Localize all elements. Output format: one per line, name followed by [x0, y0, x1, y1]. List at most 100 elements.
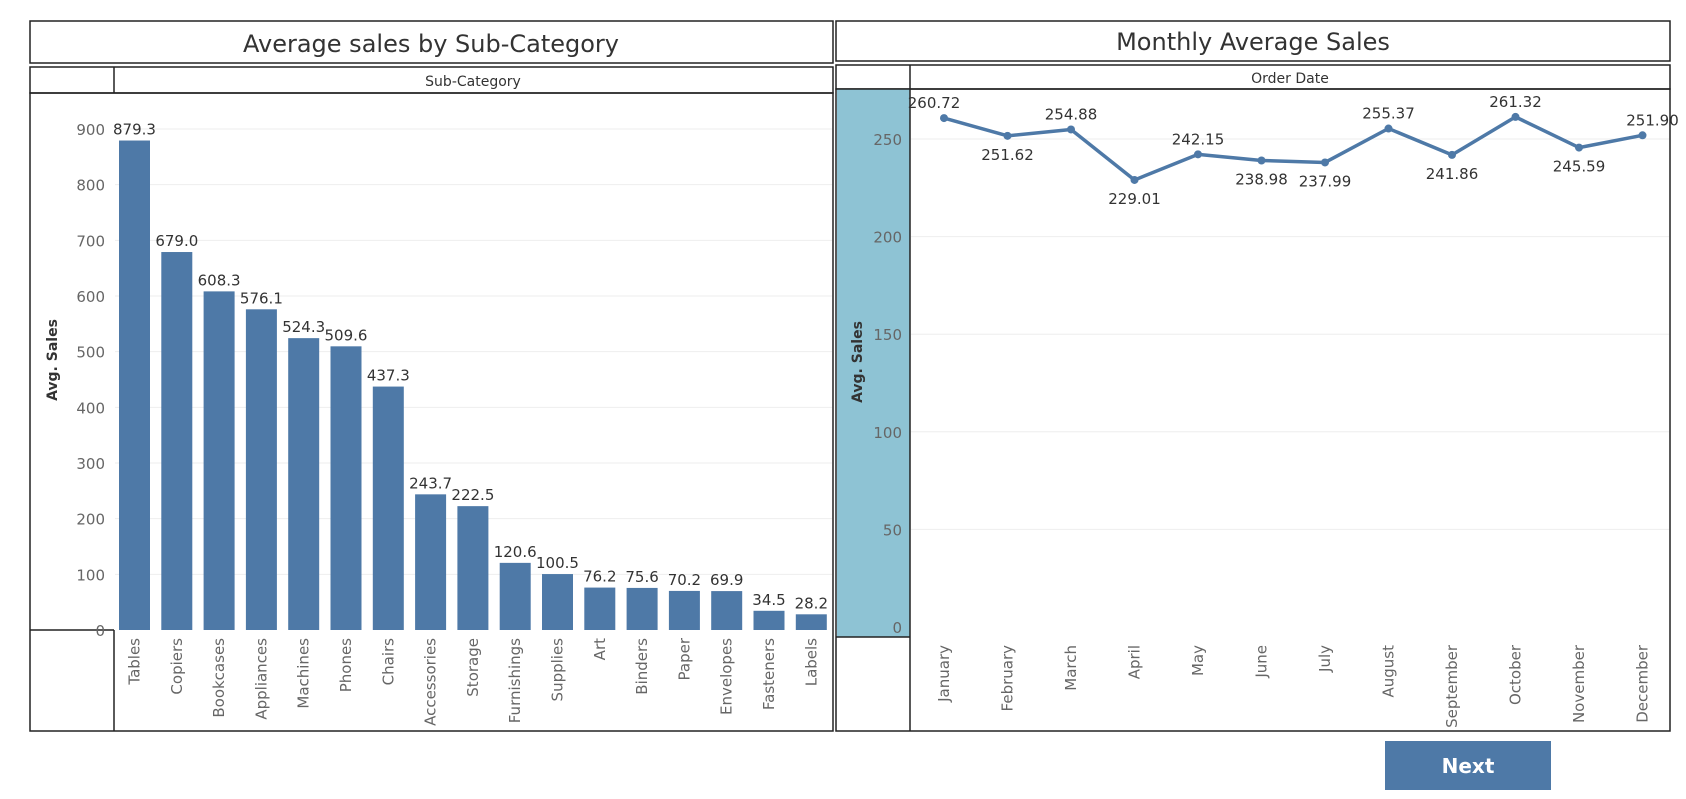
line-data-label: 251.90	[1626, 111, 1679, 129]
line-point-january[interactable]	[940, 114, 948, 123]
bar-data-label: 524.3	[282, 318, 325, 336]
line-y-tick-label: 150	[873, 326, 902, 344]
bar-data-label: 75.6	[625, 568, 658, 586]
line-data-label: 229.01	[1108, 190, 1161, 208]
bar-category-label: Envelopes	[718, 638, 736, 715]
bar-paper[interactable]	[668, 590, 700, 630]
bar-copiers[interactable]	[161, 252, 193, 631]
line-month-label: May	[1189, 645, 1207, 676]
bar-y-tick-label: 400	[76, 399, 105, 417]
bar-category-label: Fasteners	[760, 638, 778, 710]
line-data-label: 260.72	[908, 94, 961, 112]
bar-category-label: Phones	[337, 638, 355, 692]
line-chart-y-axis-label: Avg. Sales	[850, 321, 866, 403]
line-point-may[interactable]	[1194, 150, 1202, 159]
bar-category-label: Bookcases	[210, 638, 228, 718]
bar-category-label: Copiers	[168, 638, 186, 695]
line-data-label: 245.59	[1553, 158, 1606, 176]
bar-storage[interactable]	[457, 506, 489, 630]
line-month-label: July	[1316, 645, 1334, 673]
line-data-label: 241.86	[1426, 165, 1479, 183]
bar-chart-y-axis-label: Avg. Sales	[45, 319, 61, 401]
line-point-august[interactable]	[1384, 124, 1393, 133]
line-point-april[interactable]	[1130, 175, 1139, 184]
bar-art[interactable]	[584, 587, 616, 630]
bar-category-label: Labels	[802, 638, 820, 686]
bar-chairs[interactable]	[372, 386, 404, 630]
line-point-february[interactable]	[1003, 131, 1012, 140]
bar-data-label: 679.0	[155, 232, 198, 250]
bar-category-label: Accessories	[422, 638, 440, 726]
line-y-tick-label: 250	[873, 131, 902, 149]
bar-appliances[interactable]	[245, 309, 277, 630]
bar-category-label: Furnishings	[506, 638, 524, 723]
bar-chart-header: Sub-Category	[425, 74, 521, 90]
bar-category-label: Chairs	[379, 638, 397, 686]
line-chart-header: Order Date	[1251, 71, 1329, 87]
bar-category-label: Binders	[633, 638, 651, 695]
line-month-label: November	[1570, 644, 1588, 723]
bar-category-label: Storage	[464, 638, 482, 697]
bar-data-label: 243.7	[409, 474, 452, 492]
line-month-label: June	[1253, 645, 1271, 679]
line-data-label: 237.99	[1299, 172, 1352, 190]
bar-category-label: Machines	[295, 638, 313, 709]
bar-labels[interactable]	[795, 614, 827, 630]
line-point-december[interactable]	[1638, 131, 1647, 140]
bar-data-label: 69.9	[710, 571, 743, 589]
bar-y-tick-label: 600	[76, 288, 105, 306]
bar-y-tick-label: 300	[76, 455, 105, 473]
bar-supplies[interactable]	[542, 574, 573, 630]
bar-data-label: 34.5	[752, 591, 785, 609]
line-data-label: 238.98	[1235, 171, 1288, 189]
line-month-label: December	[1634, 644, 1652, 723]
line-point-march[interactable]	[1067, 125, 1075, 134]
bar-data-label: 28.2	[795, 594, 828, 612]
next-button[interactable]: Next	[1385, 741, 1551, 790]
line-month-label: August	[1380, 645, 1398, 698]
line-data-label: 242.15	[1172, 130, 1225, 148]
bar-accessories[interactable]	[415, 494, 447, 630]
bar-category-label: Tables	[126, 638, 144, 686]
bar-y-tick-label: 100	[76, 566, 105, 584]
line-point-november[interactable]	[1575, 143, 1583, 152]
line-point-september[interactable]	[1448, 150, 1456, 159]
bar-chart-frame	[29, 92, 834, 732]
bar-data-label: 70.2	[668, 571, 701, 589]
line-data-label: 261.32	[1489, 93, 1542, 111]
line-point-october[interactable]	[1511, 112, 1520, 121]
line-point-july[interactable]	[1321, 158, 1329, 167]
bar-envelopes[interactable]	[711, 591, 743, 630]
line-month-label: March	[1062, 645, 1080, 691]
bar-category-label: Art	[591, 638, 609, 660]
bar-category-label: Supplies	[549, 638, 567, 702]
bar-phones[interactable]	[330, 346, 362, 630]
bar-y-tick-label: 200	[76, 511, 105, 529]
line-month-label: February	[999, 645, 1017, 712]
y-axis-highlight-band	[837, 89, 910, 637]
line-point-june[interactable]	[1257, 156, 1266, 165]
bar-data-label: 76.2	[583, 568, 616, 586]
line-month-label: October	[1507, 644, 1525, 705]
bar-y-tick-label: 0	[95, 622, 105, 640]
line-data-label: 251.62	[981, 146, 1034, 164]
bar-binders[interactable]	[626, 587, 658, 630]
line-data-label: 255.37	[1362, 105, 1415, 123]
bar-tables[interactable]	[119, 140, 150, 630]
bar-y-tick-label: 700	[76, 232, 105, 250]
bar-bookcases[interactable]	[203, 291, 235, 630]
line-y-tick-label: 50	[883, 521, 902, 539]
bar-data-label: 120.6	[494, 543, 537, 561]
line-y-tick-label: 0	[892, 619, 902, 637]
bar-data-label: 222.5	[451, 486, 494, 504]
line-y-tick-label: 100	[873, 424, 902, 442]
line-month-label: January	[935, 645, 953, 703]
bar-y-tick-label: 500	[76, 344, 105, 362]
bar-machines[interactable]	[288, 338, 320, 630]
bar-fasteners[interactable]	[753, 610, 785, 630]
bar-data-label: 879.3	[113, 121, 156, 139]
line-data-label: 254.88	[1045, 105, 1098, 123]
bar-furnishings[interactable]	[499, 562, 531, 630]
bar-category-label: Paper	[675, 637, 693, 680]
